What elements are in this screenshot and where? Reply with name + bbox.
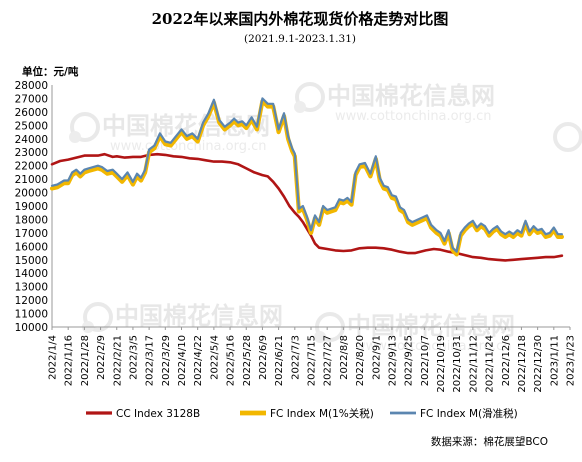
x-axis-ticks: 2022/1/4 2022/1/16 2022/1/28 2022/2/9 2022/2…: [48, 327, 577, 393]
x-tick-label: 2022/2/9: [96, 335, 107, 380]
y-tick-label: 26000: [15, 107, 48, 119]
x-tick-label: 2022/12/6: [501, 335, 512, 386]
x-tick-label: 2022/8/20: [355, 335, 366, 386]
y-tick-label: 15000: [15, 255, 48, 267]
x-tick-label: 2022/6/9: [258, 335, 269, 380]
y-tick-label: 16000: [15, 241, 48, 253]
y-tick-label: 18000: [15, 214, 48, 226]
legend-label: FC Index M(1%关税): [270, 407, 374, 420]
y-axis-label: 单位：元/吨: [22, 65, 79, 78]
svg-text:中国棉花信息网: 中国棉花信息网: [115, 302, 283, 330]
svg-text:www.cottonchina.org.cn: www.cottonchina.org.cn: [335, 109, 492, 124]
x-tick-label: 2022/2/21: [112, 335, 123, 386]
x-tick-label: 2022/5/4: [209, 335, 220, 380]
axes: [51, 85, 570, 328]
y-tick-label: 10000: [15, 322, 48, 334]
x-tick-label: 2022/5/28: [242, 335, 253, 386]
y-tick-label: 20000: [15, 188, 48, 200]
x-tick-label: 2022/9/25: [404, 335, 415, 386]
x-tick-label: 2022/5/16: [226, 335, 237, 386]
y-tick-label: 17000: [15, 228, 48, 240]
chart-title: 2022年以来国内外棉花现货价格走势对比图: [152, 10, 449, 28]
x-tick-label: 2022/7/27: [323, 335, 334, 386]
series-line-1: [50, 152, 564, 262]
x-tick-label: 2023/1/23: [566, 335, 577, 386]
x-tick-label: 2022/12/30: [533, 335, 544, 393]
y-tick-label: 22000: [15, 161, 48, 173]
x-tick-label: 2022/3/17: [145, 335, 156, 386]
x-tick-label: 2022/7/3: [290, 335, 301, 380]
x-tick-label: 2022/4/22: [193, 335, 204, 386]
x-tick-label: 2022/9/1: [371, 335, 382, 380]
x-tick-label: 2022/6/21: [274, 335, 285, 386]
y-tick-label: 23000: [15, 147, 48, 159]
x-tick-label: 2022/7/15: [307, 335, 318, 386]
y-tick-label: 21000: [15, 174, 48, 186]
svg-text:中国棉花信息网: 中国棉花信息网: [327, 82, 495, 110]
x-tick-label: 2022/11/24: [485, 335, 496, 393]
svg-text:中国棉花信息网: 中国棉花信息网: [347, 312, 515, 340]
y-tick-label: 11000: [15, 309, 48, 321]
x-tick-label: 2022/11/12: [468, 335, 479, 393]
x-tick-label: 2022/10/19: [436, 335, 447, 393]
y-tick-label: 14000: [15, 268, 48, 280]
x-tick-label: 2022/3/29: [161, 335, 172, 386]
x-tick-label: 2022/12/18: [517, 335, 528, 393]
chart-subtitle: (2021.9.1-2023.1.31): [244, 33, 356, 45]
svg-text:www.cottonchina.org.cn: www.cottonchina.org.cn: [110, 139, 267, 154]
legend-label: FC Index M(滑准税): [420, 407, 518, 420]
watermark-logo: 中国棉花信息网 www.cottonchina.org.cn 中国棉花信息网 w…: [69, 82, 582, 354]
x-tick-label: 2022/4/10: [177, 335, 188, 386]
series-line-3: [50, 97, 563, 253]
y-tick-label: 25000: [15, 120, 48, 132]
legend-label: CC Index 3128B: [116, 408, 200, 420]
y-tick-label: 19000: [15, 201, 48, 213]
legend: CC Index 3128B FC Index M(1%关税) FC Index M…: [86, 407, 518, 420]
x-tick-label: 2022/1/4: [48, 335, 59, 380]
x-tick-label: 2022/10/7: [420, 335, 431, 386]
x-tick-label: 2022/1/16: [64, 335, 75, 386]
y-tick-label: 24000: [15, 134, 48, 146]
x-tick-label: 2022/10/31: [452, 335, 463, 393]
y-tick-label: 13000: [15, 282, 48, 294]
x-tick-label: 2023/1/11: [549, 335, 560, 386]
source-note: 数据来源：棉花展望BCO: [431, 435, 548, 448]
x-tick-label: 2022/9/13: [387, 335, 398, 386]
svg-text:www.cottonchina.org.cn: www.cottonchina.org.cn: [355, 339, 512, 354]
y-tick-label: 12000: [15, 295, 48, 307]
y-tick-label: 27000: [15, 93, 48, 105]
y-tick-label: 28000: [15, 80, 48, 92]
x-tick-label: 2022/3/5: [128, 335, 139, 380]
x-tick-label: 2022/8/8: [339, 335, 350, 380]
x-tick-label: 2022/1/28: [80, 335, 91, 386]
series-lines: [49, 97, 564, 262]
